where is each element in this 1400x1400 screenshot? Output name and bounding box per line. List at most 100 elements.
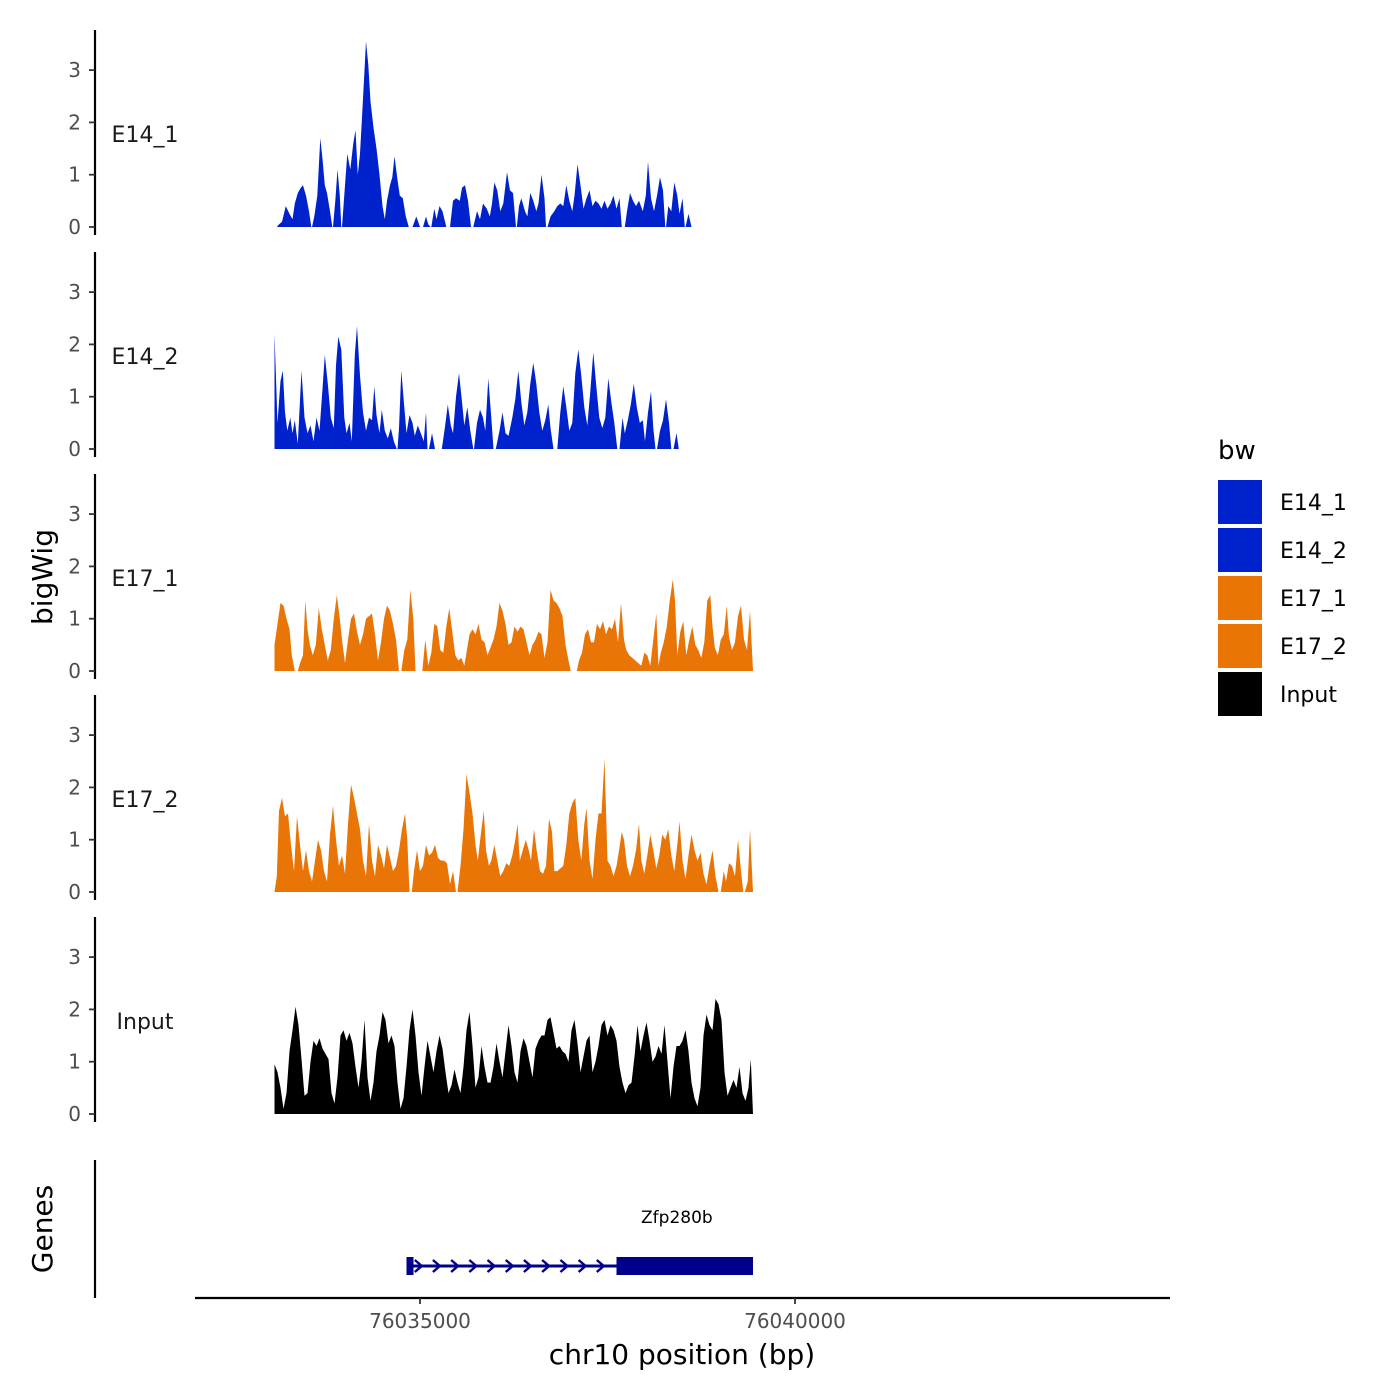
bigwig-tracks: 0 1 2 3 E14_1 0 1 2 3 E14_2 0 1 2 3 E17_1 0 1 2 3 E17_2 0 1 2 3… <box>68 30 753 1126</box>
strand-arrow <box>468 1259 479 1273</box>
legend-label: E17_1 <box>1280 587 1347 612</box>
coverage-area <box>619 383 656 449</box>
legend-swatch <box>1218 576 1262 620</box>
legend-label: Input <box>1280 683 1337 708</box>
legend-label: E14_1 <box>1280 491 1347 516</box>
y-tick-label: 0 <box>68 880 81 904</box>
strand-arrow <box>432 1259 442 1273</box>
strand-arrow <box>541 1259 551 1273</box>
x-tick-label: 76035000 <box>369 1309 471 1333</box>
y-tick-label: 0 <box>68 1102 81 1126</box>
track-E14_2: 0 1 2 3 E14_2 <box>68 252 679 461</box>
legend-label: E17_2 <box>1280 635 1347 660</box>
coverage-area <box>411 844 456 892</box>
coverage-area <box>744 829 753 892</box>
y-tick-label: 2 <box>68 775 81 799</box>
x-axis: 76035000 76040000 <box>195 1296 1170 1333</box>
coverage-area <box>274 784 410 892</box>
coverage-area <box>441 373 474 449</box>
x-axis-title: chr10 position (bp) <box>549 1338 815 1371</box>
track-E14_1: 0 1 2 3 E14_1 <box>68 30 692 239</box>
coverage-area <box>720 839 744 892</box>
gene-name-label: Zfp280b <box>641 1208 713 1228</box>
coverage-area <box>431 206 447 227</box>
strand-arrow <box>559 1259 570 1273</box>
track-label: E14_1 <box>112 123 179 148</box>
y-tick-label: 2 <box>68 110 81 134</box>
coverage-area <box>274 603 295 671</box>
gene-track: Zfp280b <box>93 1160 753 1298</box>
coverage-area <box>274 326 397 449</box>
track-Input: 0 1 2 3 Input <box>68 917 753 1126</box>
coverage-area <box>495 362 554 449</box>
legend-swatch <box>1218 672 1262 716</box>
y-tick-label: 1 <box>68 163 81 187</box>
strand-arrow <box>450 1259 460 1273</box>
coverage-area <box>429 433 435 449</box>
y-tick-label: 3 <box>68 280 81 304</box>
y-tick-label: 1 <box>68 607 81 631</box>
coverage-area <box>624 161 666 227</box>
strand-arrow <box>577 1259 588 1273</box>
y-tick-label: 2 <box>68 997 81 1021</box>
coverage-area <box>333 169 342 227</box>
coverage-area <box>685 213 692 227</box>
legend-label: E14_2 <box>1280 539 1347 564</box>
legend-item-E17_1: E17_1 <box>1218 576 1347 620</box>
coverage-area <box>473 172 516 227</box>
coverage-area <box>342 41 409 227</box>
genes-axis-title: Genes <box>26 1185 59 1273</box>
coverage-area <box>557 349 618 449</box>
y-tick-label: 0 <box>68 659 81 683</box>
y-tick-label: 1 <box>68 385 81 409</box>
coverage-area <box>274 998 753 1114</box>
coverage-area <box>412 216 420 227</box>
legend-swatch <box>1218 480 1262 524</box>
track-E17_1: 0 1 2 3 E17_1 <box>68 474 753 683</box>
legend: bw E14_1 E14_2 E17_1 E17_2 Input <box>1218 436 1347 716</box>
strand-arrow <box>596 1259 606 1273</box>
legend-swatch <box>1218 624 1262 668</box>
coverage-area <box>666 182 685 227</box>
coverage-area <box>474 378 494 449</box>
y-tick-label: 3 <box>68 502 81 526</box>
y-tick-label: 3 <box>68 723 81 747</box>
y-tick-label: 1 <box>68 828 81 852</box>
coverage-area <box>457 758 719 892</box>
coverage-area <box>312 138 333 227</box>
track-E17_2: 0 1 2 3 E17_2 <box>68 695 753 904</box>
y-tick-label: 3 <box>68 945 81 969</box>
x-tick-label: 76040000 <box>744 1309 846 1333</box>
track-label: E17_1 <box>112 567 179 592</box>
y-tick-label: 2 <box>68 332 81 356</box>
coverage-area <box>673 433 679 449</box>
y-tick-label: 1 <box>68 1050 81 1074</box>
gene-cds-block <box>616 1257 753 1275</box>
coverage-area <box>397 370 428 449</box>
coverage-area <box>297 595 399 671</box>
track-label: E17_2 <box>112 788 179 813</box>
y-tick-label: 3 <box>68 58 81 82</box>
strand-arrow <box>523 1259 533 1273</box>
legend-item-E14_2: E14_2 <box>1218 528 1347 572</box>
coverage-area <box>547 164 622 227</box>
gene-exon <box>406 1257 414 1275</box>
coverage-area <box>657 399 672 449</box>
legend-title: bw <box>1218 436 1256 466</box>
y-axis-title: bigWig <box>26 529 59 625</box>
y-tick-label: 0 <box>68 215 81 239</box>
coverage-area <box>516 174 546 227</box>
legend-item-Input: Input <box>1218 672 1337 716</box>
coverage-area <box>576 579 753 671</box>
coverage-area <box>450 185 471 227</box>
coverage-area <box>401 589 416 671</box>
strand-arrow <box>486 1259 497 1273</box>
track-label: E14_2 <box>112 345 179 370</box>
coverage-area <box>422 589 571 671</box>
legend-swatch <box>1218 528 1262 572</box>
legend-item-E14_1: E14_1 <box>1218 480 1347 524</box>
coverage-area <box>276 185 312 227</box>
strand-arrow <box>504 1259 515 1273</box>
coverage-area <box>423 216 431 227</box>
